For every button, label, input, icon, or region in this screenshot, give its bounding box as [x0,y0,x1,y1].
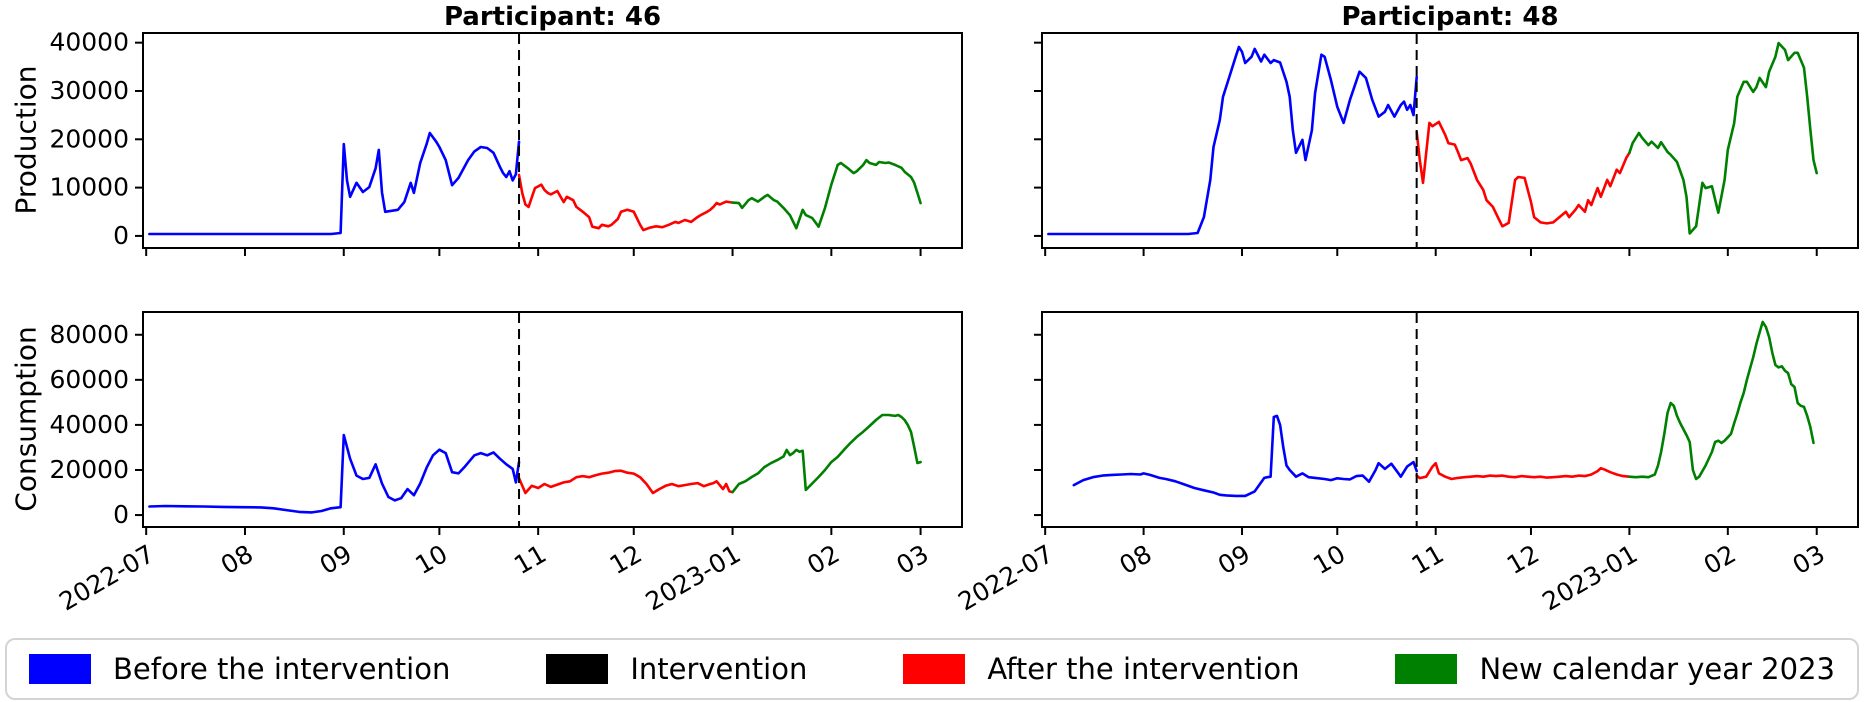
y-tick-label: 0 [113,221,129,250]
x-tick-label: 11 [509,539,551,580]
legend-swatch-green [1395,654,1458,684]
x-tick-label: 09 [1213,539,1255,580]
series-line-0 [148,131,521,236]
plot-frame [142,32,963,249]
series-line-1 [1415,120,1631,228]
x-tick-label: 11 [1407,539,1449,580]
legend: Before the intervention Intervention Aft… [5,638,1859,700]
y-tick-label: 10000 [49,173,129,202]
legend-label-intervention: Intervention [630,652,808,686]
y-axis-label-consumption: Consumption [9,326,43,512]
series-line-2 [731,413,922,494]
series-line-2 [1628,320,1815,481]
x-tick-label: 2022-07 [953,539,1058,616]
series-line-1 [517,469,734,495]
plot-frame [1041,311,1859,528]
y-tick-label: 30000 [49,76,129,105]
plot-participant-48-production [1034,32,1859,256]
legend-item-intervention: Intervention [546,654,807,684]
plot-title-participant-46: Participant: 46 [443,2,662,32]
x-tick-label: 10 [410,539,452,580]
x-tick-label: 12 [605,539,647,580]
x-tick-label: 03 [1788,539,1830,580]
series-line-1 [517,173,734,232]
plot-canvas-participant-46-production: 0 10000 20000 30000 40000 [49,28,963,256]
plot-participant-46-production: 0 10000 20000 30000 40000 [49,28,963,256]
series-line-0 [1072,414,1419,498]
plot-frame [1041,32,1859,249]
x-tick-label: 09 [315,539,357,580]
legend-label-before-intervention: Before the intervention [113,652,451,686]
series-line-2 [731,158,922,230]
plot-title-participant-48: Participant: 48 [1341,2,1559,32]
series-line-1 [1415,461,1631,481]
x-tick-label: 10 [1308,539,1350,580]
x-tick-label: 03 [892,539,934,580]
legend-label-after-intervention: After the intervention [987,652,1300,686]
x-tick-label: 2022-07 [54,539,159,616]
x-tick-label: 02 [802,539,844,580]
legend-label-new-calendar-year: New calendar year 2023 [1479,652,1835,686]
y-tick-label: 80000 [49,320,129,349]
legend-item-before-intervention: Before the intervention [29,654,450,684]
series-line-2 [1628,41,1819,235]
y-tick-label: 40000 [49,28,129,57]
legend-swatch-red [903,654,966,684]
plot-participant-46-consumption: 2022-07 08 09 10 11 12 2023-01 02 03 0 20000 40000 6… [49,311,963,616]
y-axis-label-production: Production [9,65,43,215]
y-tick-label: 60000 [49,365,129,394]
legend-swatch-black [546,654,609,684]
x-tick-label: 12 [1502,539,1544,580]
x-tick-label: 2023-01 [641,539,746,616]
x-tick-label: 08 [1115,539,1157,580]
y-tick-label: 0 [113,500,129,529]
y-tick-label: 20000 [49,124,129,153]
legend-swatch-blue [29,654,91,684]
legend-item-after-intervention: After the intervention [903,652,1300,686]
y-tick-label: 40000 [49,410,129,439]
series-line-0 [148,433,521,514]
legend-item-new-calendar-year: New calendar year 2023 [1395,654,1835,684]
x-tick-label: 02 [1699,539,1741,580]
plot-canvas-participant-48-production [1034,32,1859,256]
x-tick-label: 2023-01 [1537,539,1642,616]
series-line-0 [1047,45,1419,236]
y-tick-label: 20000 [49,455,129,484]
plot-frame [142,311,963,528]
x-tick-label: 08 [216,539,258,580]
plot-participant-48-consumption: 2022-07 08 09 10 11 12 2023-01 02 03 [953,311,1859,616]
